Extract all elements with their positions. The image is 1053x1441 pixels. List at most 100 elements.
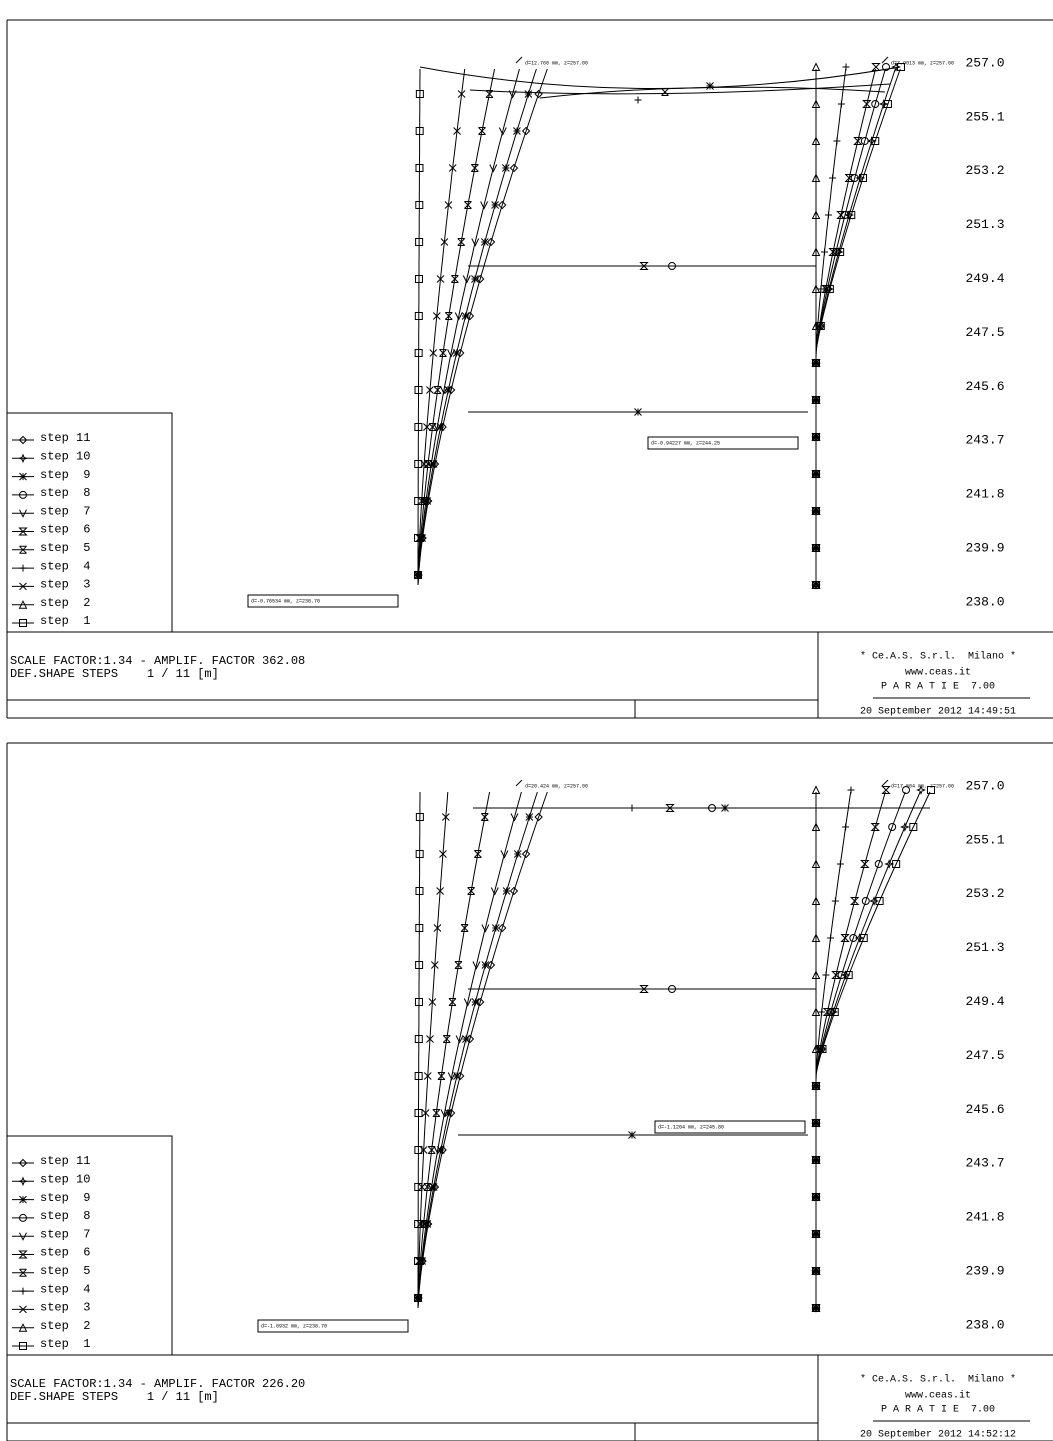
marker	[811, 210, 821, 219]
marker	[454, 312, 463, 321]
marker	[447, 349, 456, 358]
marker	[862, 100, 872, 108]
marker	[667, 262, 676, 270]
marker	[849, 934, 858, 942]
marker	[811, 859, 821, 868]
marker	[812, 507, 820, 515]
marker	[415, 850, 424, 858]
marker	[448, 998, 457, 1006]
annotation-box	[654, 1120, 806, 1134]
marker	[822, 971, 830, 979]
deformed-shape	[417, 68, 496, 586]
elevation-label: 249.4	[965, 994, 1004, 1009]
marker	[460, 924, 469, 932]
marker	[836, 860, 844, 868]
marker	[423, 423, 431, 431]
elevation-label: 251.3	[965, 217, 1004, 232]
marker	[480, 813, 489, 821]
marker	[448, 164, 457, 172]
marker	[415, 127, 424, 135]
marker	[415, 887, 424, 895]
marker	[811, 785, 821, 794]
marker	[427, 1146, 436, 1154]
date: 20 September 2012 14:49:51	[860, 706, 1016, 718]
marker	[490, 887, 499, 896]
marker	[833, 137, 841, 145]
legend-label: step 6	[40, 1246, 90, 1260]
legend-label: step 2	[40, 596, 90, 610]
marker	[440, 238, 449, 246]
deformed-shape	[815, 68, 896, 585]
elevation-label: 255.1	[965, 832, 1004, 847]
marker	[883, 100, 892, 108]
marker	[829, 174, 837, 182]
marker	[871, 137, 880, 145]
marker	[414, 386, 423, 394]
marker	[430, 1182, 440, 1192]
marker	[440, 386, 448, 395]
marker	[18, 527, 28, 536]
marker	[456, 1071, 465, 1081]
annotation-leader	[881, 56, 889, 64]
marker	[18, 453, 28, 464]
marker	[837, 100, 845, 108]
legend-label: step 5	[40, 1264, 90, 1278]
marker	[513, 850, 522, 858]
marker	[850, 174, 859, 182]
marker	[860, 137, 869, 145]
marker	[415, 164, 424, 172]
marker	[816, 322, 825, 330]
legend-label: step 10	[40, 1172, 90, 1186]
marker	[830, 1008, 839, 1016]
marker	[453, 127, 461, 135]
marker	[428, 423, 437, 431]
marker	[836, 248, 845, 256]
marker	[19, 1232, 27, 1241]
marker	[481, 961, 490, 969]
elevation-label: 243.7	[965, 1156, 1004, 1171]
marker	[18, 435, 28, 445]
marker	[521, 126, 531, 136]
website: www.ceas.it	[905, 1390, 971, 1402]
marker	[471, 275, 479, 283]
scale-factor: SCALE FACTOR:1.34 - AMPLIF. FACTOR 226.2…	[10, 1377, 305, 1391]
marker	[707, 804, 716, 812]
marker	[426, 1035, 434, 1043]
deformed-shape	[815, 791, 906, 1308]
annotation-box	[257, 1319, 409, 1333]
marker	[861, 897, 870, 905]
marker	[498, 923, 507, 933]
date: 20 September 2012 14:52:12	[860, 1429, 1016, 1441]
marker	[474, 850, 482, 858]
marker	[909, 823, 918, 831]
marker	[18, 1213, 27, 1222]
marker	[19, 1195, 27, 1204]
annotation: d=-0.76534 mm, z=238.70	[251, 598, 320, 604]
marker	[489, 164, 498, 173]
marker	[811, 970, 821, 979]
shape-steps: DEF.SHAPE STEPS 1 / 11 [m]	[10, 667, 219, 681]
deformed-shape	[417, 69, 421, 585]
deformed-shape	[417, 791, 538, 1309]
marker	[811, 173, 821, 182]
marker	[480, 238, 489, 246]
marker	[812, 1156, 820, 1164]
marker	[426, 386, 434, 394]
legend-label: step 11	[40, 431, 90, 445]
program: P A R A T I E 7.00	[881, 682, 995, 693]
marker	[817, 285, 825, 293]
marker	[467, 887, 475, 895]
marker	[491, 924, 500, 932]
elevation-label: 251.3	[965, 940, 1004, 955]
annotation: d=-1.0932 mm, z=238.70	[261, 1323, 327, 1329]
marker	[811, 62, 821, 71]
marker	[430, 961, 439, 969]
marker	[812, 1193, 820, 1201]
marker	[18, 1176, 28, 1187]
marker	[888, 823, 897, 831]
legend-label: step 8	[40, 1209, 90, 1223]
marker	[859, 174, 868, 182]
annotation-box	[647, 436, 799, 450]
marker	[859, 934, 868, 942]
annotation: d=-1.1204 mm, z=245.80	[658, 1124, 724, 1130]
